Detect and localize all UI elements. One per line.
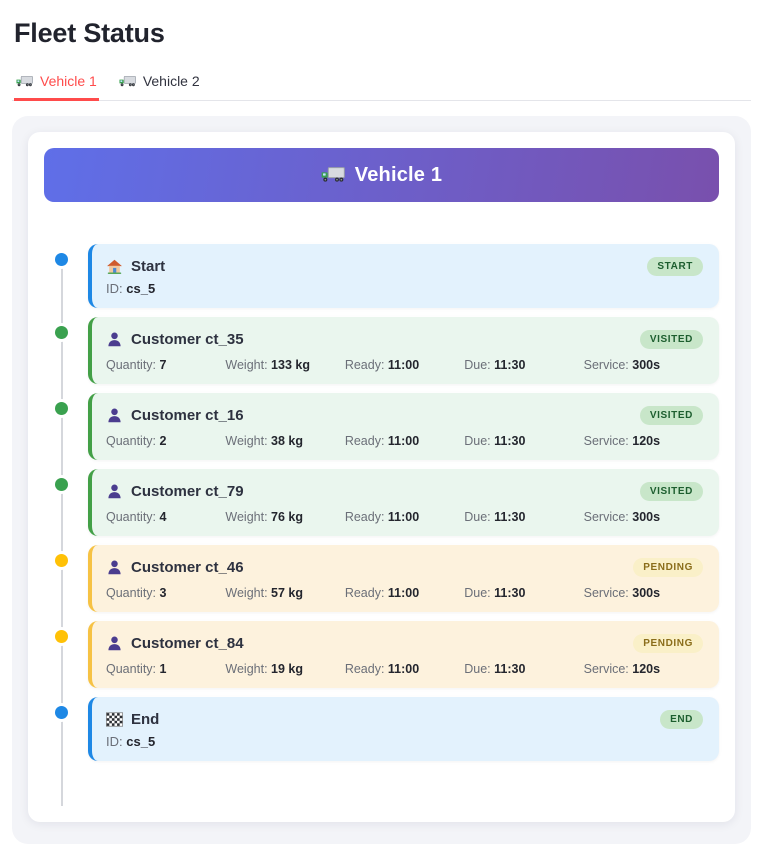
detail-weight: Weight: 133 kg (225, 358, 310, 372)
tab-bar: Vehicle 1 Vehicle 2 (12, 69, 751, 101)
stop-title: Customer ct_46 (131, 558, 244, 576)
stop-title: Customer ct_16 (131, 406, 244, 424)
stop-details-row: Quantity: 3 Weight: 57 kg Ready: 11:00 D… (106, 586, 703, 600)
status-badge: PENDING (633, 633, 703, 653)
detail-quantity: Quantity: 3 (106, 586, 167, 600)
detail-quantity: Quantity: 7 (106, 358, 167, 372)
stop-status-dot (55, 706, 68, 719)
detail-service: Service: 120s (583, 662, 661, 676)
stop-details-row: Quantity: 1 Weight: 19 kg Ready: 11:00 D… (106, 662, 703, 676)
detail-quantity: Quantity: 4 (106, 510, 167, 524)
stop-id-row: ID: cs_5 (106, 281, 703, 296)
detail-due: Due: 11:30 (464, 586, 526, 600)
detail-service: Service: 300s (583, 510, 661, 524)
vehicle-header-banner: Vehicle 1 (44, 148, 719, 202)
person-icon (106, 331, 123, 348)
stop-timeline: Start START ID: cs_5 Customer ct_35 VISI… (44, 244, 719, 806)
tab-vehicle-2[interactable]: Vehicle 2 (117, 69, 202, 101)
stop-card: Start START ID: cs_5 (88, 244, 719, 308)
stop-id-row: ID: cs_5 (106, 734, 703, 749)
stop-status-dot (55, 253, 68, 266)
stop-card: Customer ct_46 PENDING Quantity: 3 Weigh… (88, 545, 719, 612)
stop-status-dot (55, 554, 68, 567)
person-icon (106, 483, 123, 500)
stop-status-dot (55, 478, 68, 491)
page-title: Fleet Status (14, 18, 165, 48)
status-badge: START (647, 256, 703, 276)
person-icon (106, 635, 123, 652)
detail-service: Service: 300s (583, 358, 661, 372)
stop-title: Customer ct_35 (131, 330, 244, 348)
stop-card: End END ID: cs_5 (88, 697, 719, 761)
status-badge: VISITED (639, 405, 703, 425)
detail-due: Due: 11:30 (464, 662, 526, 676)
stop-item: Start START ID: cs_5 (55, 244, 719, 308)
stop-item: Customer ct_84 PENDING Quantity: 1 Weigh… (55, 621, 719, 688)
id-label: ID: (106, 734, 123, 749)
stop-item: Customer ct_35 VISITED Quantity: 7 Weigh… (55, 317, 719, 384)
detail-due: Due: 11:30 (464, 358, 526, 372)
truck-icon (119, 75, 136, 88)
person-icon (106, 559, 123, 576)
stop-item: End END ID: cs_5 (55, 697, 719, 761)
detail-ready: Ready: 11:00 (344, 510, 420, 524)
stop-details-row: Quantity: 2 Weight: 38 kg Ready: 11:00 D… (106, 434, 703, 448)
stop-status-dot (55, 326, 68, 339)
vehicle-banner-title: Vehicle 1 (354, 163, 443, 186)
status-badge: VISITED (639, 329, 703, 349)
stop-title: Customer ct_84 (131, 634, 244, 652)
detail-ready: Ready: 11:00 (344, 358, 420, 372)
stop-status-dot (55, 630, 68, 643)
timeline-line (61, 252, 63, 806)
status-badge: VISITED (639, 481, 703, 501)
vehicle-tab-panel: Vehicle 1 Start START ID: cs_5 (12, 116, 751, 844)
stop-status-dot (55, 402, 68, 415)
stop-details-row: Quantity: 7 Weight: 133 kg Ready: 11:00 … (106, 358, 703, 372)
stop-item: Customer ct_79 VISITED Quantity: 4 Weigh… (55, 469, 719, 536)
status-badge: PENDING (633, 557, 703, 577)
detail-quantity: Quantity: 1 (106, 662, 167, 676)
detail-due: Due: 11:30 (464, 434, 526, 448)
tab-label: Vehicle 1 (40, 73, 97, 89)
stop-title: Customer ct_79 (131, 482, 244, 500)
id-value: cs_5 (126, 281, 156, 296)
stop-card: Customer ct_35 VISITED Quantity: 7 Weigh… (88, 317, 719, 384)
detail-weight: Weight: 57 kg (225, 586, 304, 600)
status-badge: END (660, 709, 703, 729)
tab-label: Vehicle 2 (142, 73, 200, 89)
detail-ready: Ready: 11:00 (344, 434, 420, 448)
truck-icon (321, 166, 345, 184)
detail-ready: Ready: 11:00 (344, 586, 420, 600)
house-icon (106, 258, 123, 275)
detail-weight: Weight: 38 kg (225, 434, 304, 448)
tab-vehicle-1[interactable]: Vehicle 1 (14, 69, 99, 101)
stop-title: Start (131, 257, 166, 275)
detail-weight: Weight: 76 kg (225, 510, 304, 524)
stop-item: Customer ct_16 VISITED Quantity: 2 Weigh… (55, 393, 719, 460)
detail-service: Service: 300s (583, 586, 661, 600)
stop-title: End (131, 710, 160, 728)
stop-card: Customer ct_16 VISITED Quantity: 2 Weigh… (88, 393, 719, 460)
person-icon (106, 407, 123, 424)
truck-icon (16, 75, 33, 88)
stop-item: Customer ct_46 PENDING Quantity: 3 Weigh… (55, 545, 719, 612)
detail-ready: Ready: 11:00 (344, 662, 420, 676)
flag-icon (106, 711, 123, 728)
detail-weight: Weight: 19 kg (225, 662, 304, 676)
stops-list: Start START ID: cs_5 Customer ct_35 VISI… (44, 244, 719, 761)
detail-service: Service: 120s (583, 434, 661, 448)
vehicle-card: Vehicle 1 Start START ID: cs_5 (28, 132, 735, 822)
detail-due: Due: 11:30 (464, 510, 526, 524)
id-value: cs_5 (126, 734, 156, 749)
detail-quantity: Quantity: 2 (106, 434, 167, 448)
stop-details-row: Quantity: 4 Weight: 76 kg Ready: 11:00 D… (106, 510, 703, 524)
id-label: ID: (106, 281, 123, 296)
stop-card: Customer ct_84 PENDING Quantity: 1 Weigh… (88, 621, 719, 688)
stop-card: Customer ct_79 VISITED Quantity: 4 Weigh… (88, 469, 719, 536)
